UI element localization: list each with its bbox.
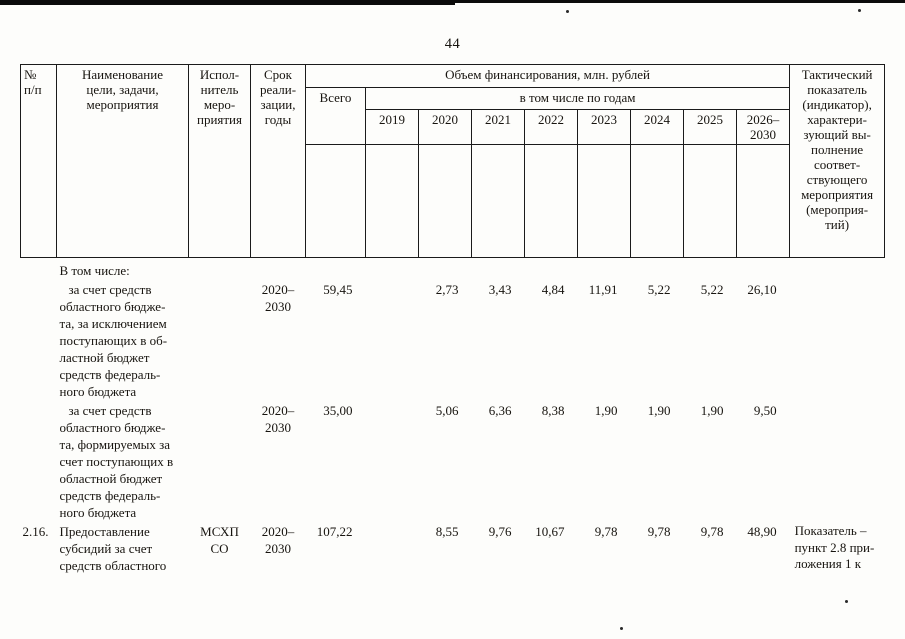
- cell-year-value: [472, 258, 525, 281]
- cell-indicator: [790, 258, 885, 281]
- col-header-year: 2026– 2030: [735, 109, 791, 145]
- cell-indicator: Показатель – пункт 2.8 при- ложения 1 к: [794, 523, 875, 571]
- col-header-year: 2024: [630, 109, 684, 145]
- col-header-year: 2019: [365, 109, 419, 145]
- cell-year-value: [366, 522, 419, 575]
- cell-year-value: 1,90: [594, 403, 618, 418]
- col-header-term: Срок реали- зации, годы: [250, 64, 306, 258]
- cell-year-value: 48,90: [747, 524, 777, 539]
- cell-name: за счет средств областного бюдже- та, за…: [59, 282, 168, 399]
- cell-year-value: 5,22: [700, 282, 724, 297]
- header-empty-cell: [524, 144, 578, 258]
- page-number: 44: [444, 36, 461, 52]
- cell-executor: МСХП СО: [200, 524, 239, 556]
- cell-year-value: [578, 258, 631, 281]
- cell-year-value: 9,76: [488, 524, 512, 539]
- cell-year-value: 3,43: [488, 282, 512, 297]
- scan-speck: [858, 9, 861, 12]
- cell-term: 2020– 2030: [261, 282, 295, 314]
- table-row: 2.16. Предоставление субсидий за счет ср…: [21, 522, 885, 575]
- cell-year-value: 1,90: [700, 403, 724, 418]
- cell-year-value: 8,38: [541, 403, 565, 418]
- col-header-num: № п/п: [20, 64, 57, 258]
- cell-num: [21, 258, 57, 281]
- header-empty-cell: [577, 144, 631, 258]
- financing-table: № п/п Наименование цели, задачи, меропри…: [20, 64, 886, 575]
- cell-year-value: 5,22: [647, 282, 671, 297]
- cell-total: [306, 258, 366, 281]
- cell-executor: [189, 258, 251, 281]
- col-header-by-years: в том числе по годам: [364, 87, 791, 110]
- cell-term: [251, 258, 306, 281]
- cell-total: 107,22: [316, 524, 353, 539]
- cell-year-value: 26,10: [747, 282, 777, 297]
- table-row: за счет средств областного бюдже- та, фо…: [21, 401, 885, 522]
- cell-year-value: 5,06: [435, 403, 459, 418]
- cell-year-value: [366, 280, 419, 401]
- col-header-year: 2023: [577, 109, 631, 145]
- cell-year-value: 6,36: [488, 403, 512, 418]
- header-row-years: 2019 2020 2021 2022 2023 2024 2025 2026–…: [21, 109, 885, 145]
- cell-name: Предоставление субсидий за счет средств …: [59, 524, 167, 573]
- cell-name: В том числе:: [59, 263, 130, 278]
- cell-year-value: 4,84: [541, 282, 565, 297]
- col-header-name: Наименование цели, задачи, мероприятия: [56, 64, 189, 258]
- table-row: В том числе:: [21, 258, 885, 281]
- cell-year-value: 1,90: [647, 403, 671, 418]
- cell-indicator: [790, 280, 885, 401]
- cell-year-value: 11,91: [588, 282, 618, 297]
- cell-year-value: 9,78: [700, 524, 724, 539]
- header-row-2: Всего в том числе по годам: [21, 87, 885, 145]
- cell-year-value: [737, 258, 790, 281]
- header-row-filler: [21, 144, 885, 258]
- cell-year-value: 2,73: [435, 282, 459, 297]
- header-empty-cell: [683, 144, 737, 258]
- cell-year-value: [366, 258, 419, 281]
- cell-total: 59,45: [323, 282, 353, 297]
- cell-year-value: 9,78: [647, 524, 671, 539]
- table-row: за счет средств областного бюдже- та, за…: [21, 280, 885, 401]
- col-header-executor: Испол- нитель меро- приятия: [188, 64, 251, 258]
- header-empty-cell: [471, 144, 525, 258]
- cell-num: [21, 280, 57, 401]
- scan-edge-line: [0, 0, 905, 5]
- cell-total: 35,00: [323, 403, 353, 418]
- cell-year-value: [419, 258, 472, 281]
- cell-term: 2020– 2030: [261, 524, 295, 556]
- cell-term: 2020– 2030: [261, 403, 295, 435]
- cell-year-value: 10,67: [535, 524, 565, 539]
- header-row-1: № п/п Наименование цели, задачи, меропри…: [20, 64, 886, 258]
- cell-num: 2.16.: [22, 524, 49, 539]
- header-empty-cell: [305, 144, 366, 258]
- col-header-total: Всего: [305, 87, 366, 145]
- cell-year-value: [366, 401, 419, 522]
- col-header-year: 2022: [524, 109, 578, 145]
- cell-year-value: [631, 258, 684, 281]
- cell-year-value: 8,55: [435, 524, 459, 539]
- col-header-year: 2025: [683, 109, 737, 145]
- scan-speck: [566, 10, 569, 13]
- cell-executor: [189, 280, 251, 401]
- cell-indicator: [790, 401, 885, 522]
- cell-year-value: [525, 258, 578, 281]
- cell-year-value: [684, 258, 737, 281]
- header-empty-cell: [735, 144, 791, 258]
- cell-num: [21, 401, 57, 522]
- scan-speck: [620, 627, 623, 630]
- scan-speck: [845, 600, 848, 603]
- col-header-indicator: Тактический показатель (индикатор), хара…: [789, 64, 886, 258]
- header-empty-cell: [630, 144, 684, 258]
- header-empty-cell: [365, 144, 419, 258]
- col-header-year: 2021: [471, 109, 525, 145]
- cell-year-value: 9,50: [753, 403, 777, 418]
- cell-year-value: 9,78: [594, 524, 618, 539]
- col-header-year: 2020: [418, 109, 472, 145]
- col-header-financing: Объем финансирования, млн. рублей: [304, 64, 791, 88]
- cell-name: за счет средств областного бюдже- та, фо…: [59, 403, 174, 520]
- header-empty-cell: [418, 144, 472, 258]
- cell-executor: [189, 401, 251, 522]
